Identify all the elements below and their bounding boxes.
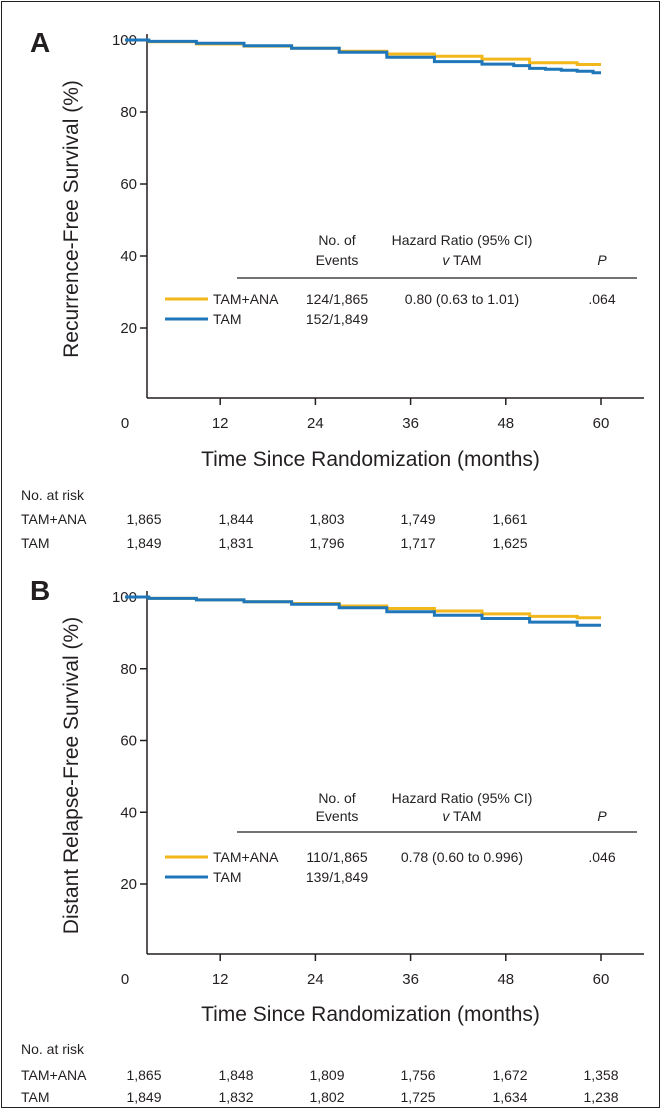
- y-tick-label: 40: [120, 804, 137, 821]
- at-risk-value: 1,802: [309, 1089, 344, 1105]
- panel-letter: A: [30, 27, 50, 58]
- table-hr-value: 0.78 (0.60 to 0.996): [401, 849, 523, 865]
- at-risk-row-label: TAM+ANA: [21, 1067, 87, 1083]
- table-header-events: Events: [316, 252, 359, 268]
- x-axis-label: Time Since Randomization (months): [201, 448, 540, 471]
- at-risk-value: 1,844: [218, 511, 253, 527]
- legend-label: TAM+ANA: [213, 291, 279, 307]
- table-events-value: 124/1,865: [306, 291, 368, 307]
- table-header-tam: TAM: [449, 252, 481, 268]
- table-events-value: 139/1,849: [306, 869, 368, 885]
- x-tick-label: 48: [497, 971, 514, 988]
- legend-label: TAM: [213, 869, 242, 885]
- table-header-vs-tam: v TAM: [442, 808, 481, 824]
- x-tick-label: 24: [307, 971, 324, 988]
- at-risk-value: 1,749: [400, 511, 435, 527]
- x-tick-label: 36: [402, 415, 419, 432]
- legend-label: TAM: [213, 311, 242, 327]
- table-header-p: P: [597, 252, 607, 268]
- y-tick-label: 100: [112, 32, 137, 49]
- at-risk-value: 1,848: [218, 1067, 253, 1083]
- at-risk-value: 1,238: [583, 1089, 618, 1105]
- x-tick-label: 24: [307, 415, 324, 432]
- x-tick-label: 60: [593, 971, 610, 988]
- y-tick-label: 20: [120, 876, 137, 893]
- table-header-events: Events: [316, 808, 359, 824]
- table-events-value: 110/1,865: [306, 849, 367, 865]
- table-header-hazard-ratio: Hazard Ratio (95% CI): [392, 232, 533, 248]
- at-risk-row-label: TAM+ANA: [21, 511, 87, 527]
- at-risk-value: 1,803: [309, 511, 344, 527]
- at-risk-value: 1,865: [126, 511, 161, 527]
- x-axis-label: Time Since Randomization (months): [201, 1003, 540, 1026]
- at-risk-value: 1,717: [400, 535, 435, 551]
- at-risk-value: 1,625: [492, 535, 527, 551]
- survival-curve-tam: [125, 38, 601, 75]
- table-header-v: v: [442, 252, 450, 268]
- x-tick-label: 60: [593, 415, 610, 432]
- panel-letter: B: [30, 575, 50, 606]
- table-p-value: .064: [588, 291, 615, 307]
- x-tick-label: 48: [497, 415, 514, 432]
- y-tick-label: 80: [120, 104, 137, 121]
- at-risk-value: 1,809: [309, 1067, 344, 1083]
- at-risk-value: 1,865: [126, 1067, 161, 1083]
- y-tick-label: 80: [120, 661, 137, 678]
- x-tick-label: 0: [121, 415, 129, 432]
- table-header-v: v: [442, 808, 450, 824]
- at-risk-title: No. at risk: [21, 487, 85, 503]
- x-tick-label: 12: [212, 415, 229, 432]
- y-axis-label: Distant Relapse-Free Survival (%): [60, 617, 83, 934]
- table-events-value: 152/1,849: [306, 311, 368, 327]
- at-risk-value: 1,849: [126, 1089, 161, 1105]
- at-risk-row-label: TAM: [21, 1089, 50, 1105]
- panel-b: B 20 40 60 80 100 0 12 24 36 48 60 Distant Relapse-F…: [21, 575, 644, 1105]
- at-risk-value: 1,661: [492, 511, 527, 527]
- at-risk-value: 1,849: [126, 535, 161, 551]
- table-header-hazard-ratio: Hazard Ratio (95% CI): [392, 790, 533, 806]
- panel-a: A 20 40 60 80 100 0 12 24 36 48 60 Recurrence-Free S…: [21, 27, 644, 551]
- table-header-p: P: [597, 808, 607, 824]
- at-risk-value: 1,832: [218, 1089, 253, 1105]
- legend-label: TAM+ANA: [213, 849, 279, 865]
- table-header-tam: TAM: [449, 808, 481, 824]
- at-risk-value: 1,358: [583, 1067, 618, 1083]
- y-tick-label: 60: [120, 733, 137, 750]
- at-risk-value: 1,672: [492, 1067, 527, 1083]
- table-header-vs-tam: v TAM: [442, 252, 481, 268]
- at-risk-value: 1,756: [400, 1067, 435, 1083]
- at-risk-value: 1,725: [400, 1089, 435, 1105]
- at-risk-value: 1,831: [218, 535, 253, 551]
- survival-curve-tam: [125, 595, 601, 627]
- table-header-events: No. of: [318, 232, 355, 248]
- y-tick-label: 40: [120, 248, 137, 265]
- x-tick-label: 0: [121, 971, 129, 988]
- at-risk-value: 1,796: [309, 535, 344, 551]
- y-tick-label: 20: [120, 320, 137, 337]
- table-hr-value: 0.80 (0.63 to 1.01): [405, 291, 519, 307]
- x-tick-label: 36: [402, 971, 419, 988]
- y-tick-label: 60: [120, 176, 137, 193]
- y-axis-label: Recurrence-Free Survival (%): [60, 80, 83, 358]
- at-risk-title: No. at risk: [21, 1041, 85, 1057]
- x-tick-label: 12: [212, 971, 229, 988]
- at-risk-row-label: TAM: [21, 535, 50, 551]
- table-header-events: No. of: [318, 790, 355, 806]
- table-p-value: .046: [588, 849, 615, 865]
- y-tick-label: 100: [112, 589, 137, 606]
- at-risk-value: 1,634: [492, 1089, 527, 1105]
